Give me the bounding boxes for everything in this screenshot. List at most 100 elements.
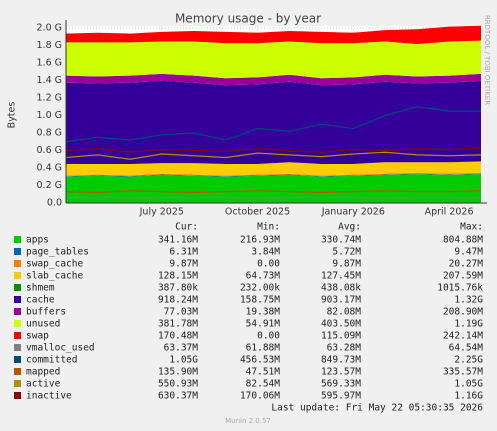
legend-swatch [14, 284, 21, 291]
legend-stat: 64.73M [246, 271, 281, 282]
legend-label: mapped [26, 367, 60, 378]
legend-stat: 232.00k [240, 283, 280, 294]
legend-stat: 47.51M [246, 367, 281, 378]
line [65, 147, 482, 153]
legend-stat: 127.45M [321, 271, 361, 282]
legend-stat: 115.09M [321, 331, 361, 342]
legend-stat: 387.80k [158, 283, 198, 294]
area [66, 172, 481, 177]
legend-stat: 569.33M [321, 379, 361, 390]
legend-stat: 1.19G [454, 319, 483, 330]
y-tick-label: 2.0 G [37, 23, 63, 34]
legend-stat: 170.48M [158, 331, 198, 342]
legend-stat: 82.08M [327, 307, 362, 318]
line [65, 151, 482, 160]
legend-label: page_tables [26, 247, 89, 258]
legend-stat: 1015.76k [437, 283, 483, 294]
y-tick-label: 0.0 [47, 198, 62, 209]
y-tick-label: 1.4 G [37, 75, 63, 86]
legend-swatch [14, 296, 21, 303]
legend-stat: 438.08k [321, 283, 361, 294]
side-label: RRDTOOL / TOBI OETIKER [483, 15, 491, 105]
y-tick-label: 1.6 G [37, 58, 63, 69]
legend-swatch [14, 308, 21, 315]
area [66, 25, 481, 45]
legend-swatch [14, 368, 21, 375]
legend-stat: 9.87M [169, 259, 198, 270]
legend-swatch [14, 380, 21, 387]
legend-stat: 918.24M [158, 295, 198, 306]
legend-swatch [14, 248, 21, 255]
legend-stat: 595.97M [321, 391, 361, 402]
x-tick-label: April 2026 [425, 207, 474, 218]
x-tick-label: January 2026 [321, 207, 385, 218]
legend-swatch [14, 272, 21, 279]
legend-stat: 3.84M [251, 247, 280, 258]
legend-stat: 61.88M [246, 343, 281, 354]
legend-label: vmalloc_used [26, 343, 95, 354]
legend-stat: 2.25G [454, 355, 483, 366]
y-axis-label: Bytes [7, 102, 18, 129]
version: Munin 2.0.57 [225, 417, 271, 425]
y-tick-label: 1.2 G [37, 93, 63, 104]
legend-stat: 381.78M [158, 319, 198, 330]
line [65, 190, 482, 194]
legend-stat: 82.54M [246, 379, 281, 390]
legend-swatch [14, 332, 21, 339]
legend-header: Min: [257, 222, 280, 233]
legend-stat: 207.59M [443, 271, 483, 282]
line [65, 106, 481, 143]
legend-label: apps [26, 235, 49, 246]
legend-header: Max: [460, 222, 483, 233]
y-tick-label: 0.2 G [37, 180, 63, 191]
legend-swatch [14, 320, 21, 327]
legend-stat: 456.53M [240, 355, 280, 366]
legend-stat: 341.16M [158, 235, 198, 246]
area [66, 73, 481, 86]
legend-stat: 63.28M [327, 343, 362, 354]
legend-header: Cur: [175, 222, 198, 233]
legend-swatch [14, 260, 21, 267]
legend-stat: 804.88M [443, 235, 483, 246]
area [66, 173, 481, 177]
legend-stat: 903.17M [321, 295, 361, 306]
legend-label: committed [26, 355, 77, 366]
y-tick-label: 0.6 G [37, 145, 63, 156]
y-tick-label: 1.8 G [37, 40, 63, 51]
legend-stat: 64.54M [449, 343, 484, 354]
legend-stat: 1.05G [454, 379, 483, 390]
legend-label: cache [26, 295, 55, 306]
legend-label: shmem [26, 283, 55, 294]
legend-stat: 242.14M [443, 331, 483, 342]
y-tick-label: 0.4 G [37, 163, 63, 174]
legend-stat: 849.73M [321, 355, 361, 366]
legend-label: buffers [26, 307, 66, 318]
area [66, 80, 481, 164]
area [66, 40, 481, 79]
legend-swatch [14, 236, 21, 243]
legend-stat: 135.90M [158, 367, 198, 378]
legend-stat: 123.57M [321, 367, 361, 378]
legend-stat: 1.32G [454, 295, 483, 306]
legend-swatch [14, 344, 21, 351]
legend-stat: 20.27M [449, 259, 484, 270]
y-tick-label: 1.0 G [37, 110, 63, 121]
area [66, 161, 481, 176]
legend-label: unused [26, 319, 60, 330]
y-tick-label: 0.8 G [37, 128, 63, 139]
legend-label: swap [26, 331, 49, 342]
legend-stat: 9.47M [454, 247, 483, 258]
legend-stat: 403.50M [321, 319, 361, 330]
legend-stat: 128.15M [158, 271, 198, 282]
legend-stat: 330.74M [321, 235, 361, 246]
legend-stat: 9.87M [332, 259, 361, 270]
legend-stat: 1.05G [169, 355, 198, 366]
legend-swatch [14, 392, 21, 399]
x-tick-label: October 2025 [225, 207, 290, 218]
legend-stat: 208.90M [443, 307, 483, 318]
area [66, 174, 481, 203]
legend-stat: 216.93M [240, 235, 280, 246]
x-tick-label: July 2025 [139, 207, 184, 218]
legend-stat: 170.06M [240, 391, 280, 402]
